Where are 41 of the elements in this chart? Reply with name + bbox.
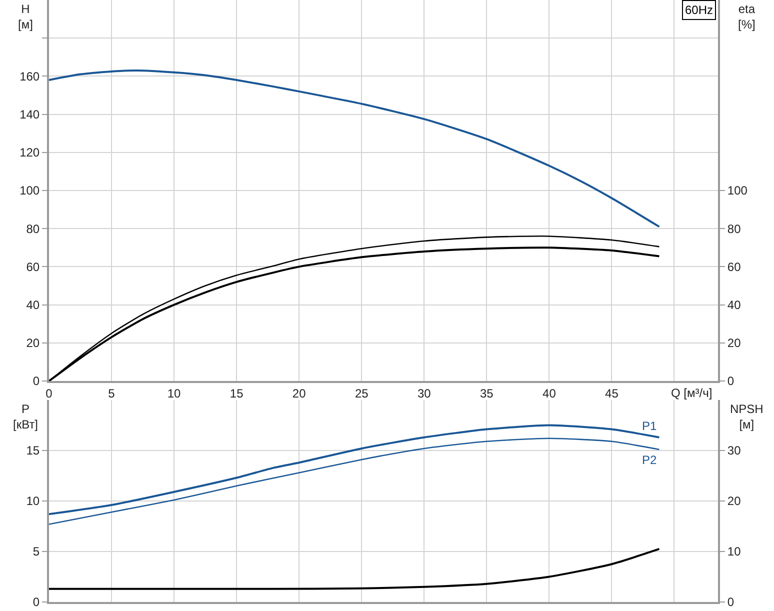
x-tick-label: 0 — [46, 386, 53, 400]
y2-tick-label: 20 — [727, 494, 742, 508]
y-tick-label: 20 — [26, 336, 40, 350]
y-tick-label: 0 — [32, 374, 40, 388]
y2-axis-title: eta [%] — [738, 2, 756, 32]
y-tick-label: 5 — [32, 544, 40, 559]
x-tick-label: 10 — [167, 386, 182, 400]
y2-axis-title: NPSH [м] — [730, 402, 764, 432]
y-tick-label: 60 — [26, 260, 40, 274]
y-tick-label: 140 — [20, 108, 40, 122]
series-label: P2 — [642, 453, 658, 467]
series-label: P1 — [642, 419, 658, 433]
x-tick-label: 35 — [480, 386, 494, 400]
x-tick-label: 5 — [108, 386, 116, 400]
y-tick-label: 80 — [26, 222, 40, 236]
y2-tick-label: 0 — [727, 595, 734, 610]
y-axis-title: H [м] — [18, 2, 33, 32]
x-axis-title: Q [м³/ч] — [671, 386, 712, 400]
y2-tick-label: 40 — [727, 298, 742, 312]
y2-tick-label: 0 — [727, 374, 734, 388]
y-tick-label: 100 — [20, 184, 40, 198]
x-tick-label: 20 — [292, 386, 306, 400]
x-tick-label: 15 — [230, 386, 244, 400]
x-tick-label: 45 — [605, 386, 619, 400]
y-tick-label: 40 — [26, 298, 40, 312]
y-axis-title: P [кВт] — [13, 402, 38, 432]
y-tick-label: 15 — [26, 444, 40, 458]
y-tick-label: 120 — [20, 146, 40, 160]
y2-tick-label: 30 — [727, 444, 742, 458]
y-tick-label: 0 — [32, 595, 40, 610]
y2-tick-label: 20 — [727, 336, 742, 350]
x-tick-label: 25 — [354, 386, 369, 400]
y2-tick-label: 10 — [727, 544, 742, 559]
y-tick-label: 10 — [26, 494, 40, 508]
y2-tick-label: 80 — [727, 222, 742, 236]
annotation: 60Hz — [685, 3, 714, 17]
x-tick-label: 30 — [417, 386, 432, 400]
y-tick-label: 160 — [20, 69, 40, 84]
y2-tick-label: 60 — [727, 260, 742, 274]
y2-tick-label: 100 — [727, 184, 748, 198]
x-tick-label: 40 — [542, 386, 556, 400]
